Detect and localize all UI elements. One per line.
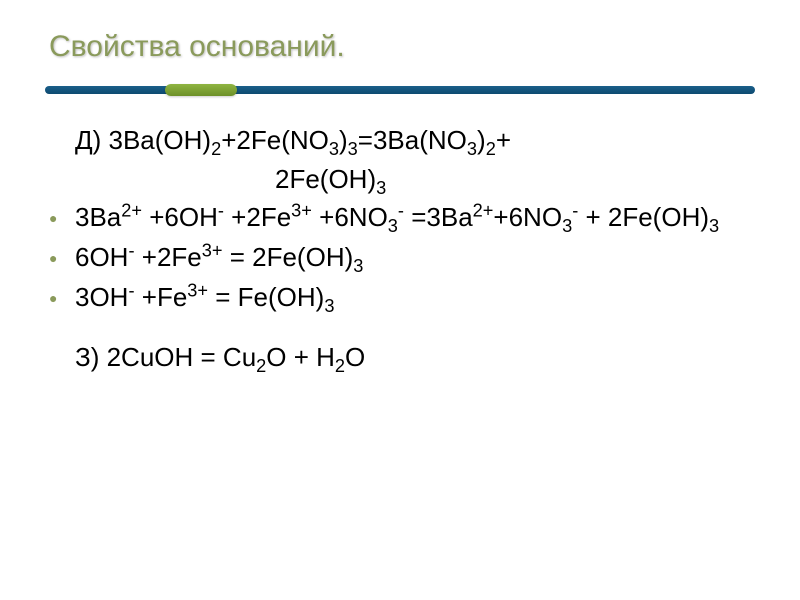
equation-text: З) 2CuOH = Cu2O + H2O — [75, 341, 755, 374]
bullet-icon: ● — [49, 281, 75, 315]
slide-container: Свойства оснований. Д) 3Ba(OH)2+2Fe(NO3)… — [0, 0, 800, 600]
content-area: Д) 3Ba(OH)2+2Fe(NO3)3=3Ba(NO3)2+ 2Fe(OH)3… — [45, 124, 755, 374]
equation-line: ●3Ba2+ +6OH- +2Fe3+ +6NO3- =3Ba2++6NO3- … — [49, 201, 755, 235]
equation-text: 6OH- +2Fe3+ = 2Fe(OH)3 — [75, 241, 755, 274]
bullet-icon: ● — [49, 201, 75, 235]
slide-title: Свойства оснований. — [49, 30, 755, 64]
equation-text: 3OH- +Fe3+ = Fe(OH)3 — [75, 281, 755, 314]
equation-text: 3Ba2+ +6OH- +2Fe3+ +6NO3- =3Ba2++6NO3- +… — [75, 201, 755, 234]
equation-line: 2Fe(OH)3 — [49, 163, 755, 196]
equation-text: Д) 3Ba(OH)2+2Fe(NO3)3=3Ba(NO3)2+ — [75, 124, 755, 157]
equation-line: ●3OH- +Fe3+ = Fe(OH)3 — [49, 281, 755, 315]
bullet-icon: ● — [49, 241, 75, 275]
divider-bar-main — [45, 86, 755, 94]
equation-line: ●6OH- +2Fe3+ = 2Fe(OH)3 — [49, 241, 755, 275]
equation-line: З) 2CuOH = Cu2O + H2O — [49, 341, 755, 374]
title-divider — [45, 82, 755, 98]
equation-text: 2Fe(OH)3 — [275, 163, 755, 196]
equation-line: Д) 3Ba(OH)2+2Fe(NO3)3=3Ba(NO3)2+ — [49, 124, 755, 157]
divider-bar-accent — [165, 84, 237, 96]
blank-line — [49, 321, 755, 341]
